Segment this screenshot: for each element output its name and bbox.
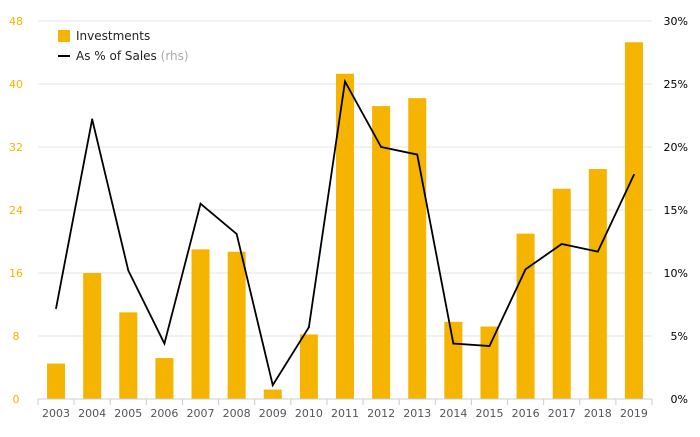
- line-point: [344, 80, 346, 83]
- y-right-tick-label: 10%: [664, 267, 688, 280]
- bar: [119, 312, 138, 399]
- x-tick-label: 2016: [512, 407, 540, 420]
- x-tick-label: 2014: [439, 407, 467, 420]
- line-point: [452, 342, 455, 345]
- bar: [155, 358, 174, 399]
- bar: [444, 321, 463, 399]
- x-tick-label: 2012: [367, 407, 395, 420]
- x-axis: 2003 2004 2005 2006 2007 2008 2009 2010 2011 2012…: [37, 399, 653, 420]
- x-tick-label: 2005: [114, 407, 142, 420]
- y-right-tick-label: 5%: [671, 330, 688, 343]
- line-point: [416, 153, 419, 156]
- x-tick-label: 2004: [78, 407, 106, 420]
- bar: [227, 251, 246, 399]
- y-left-tick-label: 24: [9, 204, 23, 217]
- bar-series: [47, 42, 643, 400]
- line-point: [633, 173, 635, 176]
- y-right-tick-label: 15%: [664, 204, 688, 217]
- y-right-tick-label: 0%: [671, 393, 688, 406]
- line-point: [560, 243, 563, 245]
- line-point: [524, 268, 527, 271]
- y-axis-right: 0% 5% 10% 15% 20% 25% 30%: [664, 15, 688, 406]
- x-tick-label: 2006: [150, 407, 178, 420]
- line-point: [127, 269, 130, 272]
- x-tick-label: 2007: [187, 407, 215, 420]
- legend-label-line: As % of Sales (rhs): [76, 49, 189, 63]
- x-tick-label: 2013: [403, 407, 431, 420]
- bar: [624, 42, 643, 399]
- bar: [372, 106, 391, 400]
- y-right-tick-label: 20%: [664, 141, 688, 154]
- bar: [480, 326, 499, 399]
- x-tick-label: 2010: [295, 407, 323, 420]
- x-tick-label: 2003: [42, 407, 70, 420]
- x-tick-label: 2017: [548, 407, 576, 420]
- legend: Investments As % of Sales (rhs): [58, 29, 189, 63]
- line-point: [307, 326, 310, 329]
- bar: [191, 249, 210, 399]
- line-point: [235, 233, 238, 235]
- bar: [408, 98, 427, 400]
- legend-label-line-suffix: (rhs): [161, 49, 189, 63]
- line-point: [488, 345, 491, 347]
- bar: [263, 389, 282, 399]
- y-right-tick-label: 30%: [664, 15, 688, 28]
- line-point: [596, 250, 599, 253]
- line-point: [271, 384, 274, 387]
- y-left-tick-label: 0: [13, 393, 20, 406]
- line-point: [380, 146, 383, 148]
- legend-label-bar: Investments: [76, 29, 150, 43]
- line-point: [55, 307, 57, 310]
- y-right-tick-label: 25%: [664, 78, 688, 91]
- x-tick-label: 2011: [331, 407, 359, 420]
- line-point: [91, 118, 94, 121]
- bar: [516, 233, 535, 399]
- y-left-tick-label: 8: [13, 330, 20, 343]
- x-tick-label: 2009: [259, 407, 287, 420]
- line-point: [163, 342, 166, 345]
- bar: [83, 273, 102, 399]
- x-tick-label: 2008: [223, 407, 251, 420]
- x-tick-label: 2019: [620, 407, 648, 420]
- y-left-tick-label: 32: [9, 141, 23, 154]
- bar: [336, 73, 354, 399]
- y-left-tick-label: 16: [9, 267, 23, 280]
- bar: [47, 363, 66, 399]
- bar: [552, 188, 571, 399]
- legend-label-line-name: As % of Sales: [76, 49, 161, 63]
- bar: [588, 169, 607, 399]
- line-point: [199, 202, 202, 205]
- x-tick-label: 2015: [475, 407, 503, 420]
- y-left-tick-label: 40: [9, 78, 23, 91]
- legend-swatch-bar: [58, 30, 70, 42]
- y-left-tick-label: 48: [9, 15, 23, 28]
- y-axis-left: 0 8 16 24 32 40 48: [9, 15, 23, 406]
- x-tick-label: 2018: [584, 407, 612, 420]
- line-series: [55, 78, 635, 388]
- bar: [299, 334, 318, 399]
